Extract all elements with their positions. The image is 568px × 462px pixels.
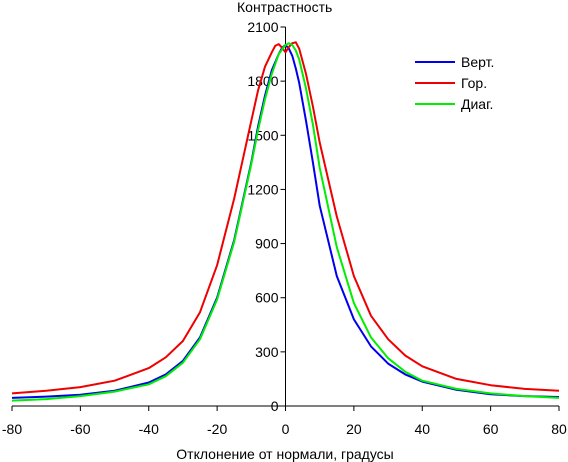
- plot-lines: [11, 41, 560, 402]
- x-tick-label: -60: [70, 421, 90, 437]
- series-line-3: [11, 42, 560, 402]
- x-axis-label: Отклонение от нормали, градусы: [176, 446, 393, 462]
- y-axis-label: Контрастность: [237, 0, 332, 15]
- x-tick-label: 60: [483, 421, 499, 437]
- x-tick-label: 20: [346, 421, 362, 437]
- y-tick-label: 300: [255, 344, 279, 360]
- legend: Верт. Гор. Диаг.: [415, 54, 494, 112]
- y-tick-label: 1200: [247, 181, 278, 197]
- x-tick-label: -80: [2, 421, 22, 437]
- x-tick-label: 40: [414, 421, 430, 437]
- y-tick-label: 2100: [247, 19, 278, 35]
- series-line-1: [11, 44, 560, 399]
- legend-label-3: Диаг.: [461, 96, 493, 112]
- y-tick-label: 900: [255, 236, 279, 252]
- y-tick-label: 600: [255, 290, 279, 306]
- x-tick-label: 80: [551, 421, 567, 437]
- y-tick-label: 0: [271, 398, 279, 414]
- legend-label-1: Верт.: [461, 54, 494, 70]
- x-tick-label: -40: [139, 421, 159, 437]
- x-tick-label: -20: [207, 421, 227, 437]
- y-tick-label: 1500: [247, 127, 278, 143]
- series-line-2: [11, 41, 560, 395]
- x-tick-label: 0: [282, 421, 290, 437]
- legend-label-2: Гор.: [461, 75, 487, 91]
